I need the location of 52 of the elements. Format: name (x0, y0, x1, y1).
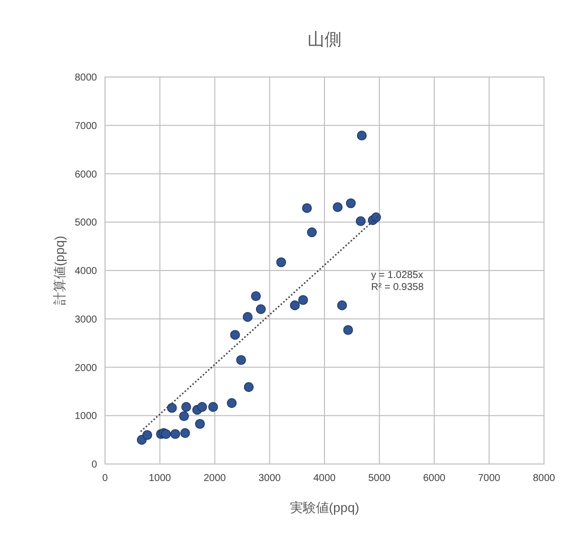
point (306, 227, 317, 238)
x-tick-label: 6000 (423, 473, 446, 484)
point (179, 411, 189, 422)
point (356, 130, 367, 140)
x-tick-label: 0 (102, 473, 108, 484)
x-tick-label: 8000 (532, 473, 556, 484)
y-tick-label: 0 (91, 460, 98, 470)
chart-title: 山側 (308, 30, 342, 49)
point (161, 429, 171, 439)
annotation: R² = 0.9358 (371, 282, 424, 293)
y-tick-label: 5000 (74, 218, 98, 229)
y-tick-label: 6000 (74, 169, 98, 180)
point (371, 212, 381, 222)
point (346, 198, 356, 208)
x-tick-label: 4000 (313, 473, 336, 484)
point (332, 202, 343, 212)
annotation: y = 1.0285x (371, 270, 424, 281)
point (167, 402, 177, 413)
x-tick-label: 5000 (368, 473, 391, 484)
y-tick-label: 8000 (74, 72, 98, 84)
point (226, 398, 237, 408)
point (180, 428, 190, 438)
point (343, 325, 353, 335)
x-tick-label: 2000 (204, 473, 226, 484)
y-tick-label: 7000 (74, 120, 98, 132)
point (181, 402, 192, 412)
point (197, 402, 208, 412)
point (230, 330, 240, 340)
y-tick-label: 2000 (74, 362, 98, 374)
y-tick-label: 4000 (74, 266, 98, 277)
point (208, 402, 218, 412)
y-tick-label: 3000 (74, 314, 98, 326)
point (337, 300, 347, 310)
point (142, 430, 152, 440)
point (244, 382, 254, 392)
x-tick-label: 7000 (478, 473, 501, 484)
x-axis-title: 実験値(ppq) (290, 500, 360, 515)
point (236, 355, 246, 365)
point (276, 257, 286, 268)
point (170, 429, 180, 439)
x-tick-label: 3000 (258, 473, 282, 484)
point (195, 418, 205, 429)
point (302, 203, 312, 213)
x-tick-label: 1000 (148, 473, 172, 484)
point (290, 300, 300, 310)
point (251, 291, 261, 302)
point (256, 304, 266, 314)
y-tick-label: 1000 (74, 411, 98, 422)
point (242, 312, 253, 322)
point (298, 295, 308, 305)
y-axis-title: 計算値(ppq) (52, 236, 67, 306)
point (356, 216, 366, 226)
